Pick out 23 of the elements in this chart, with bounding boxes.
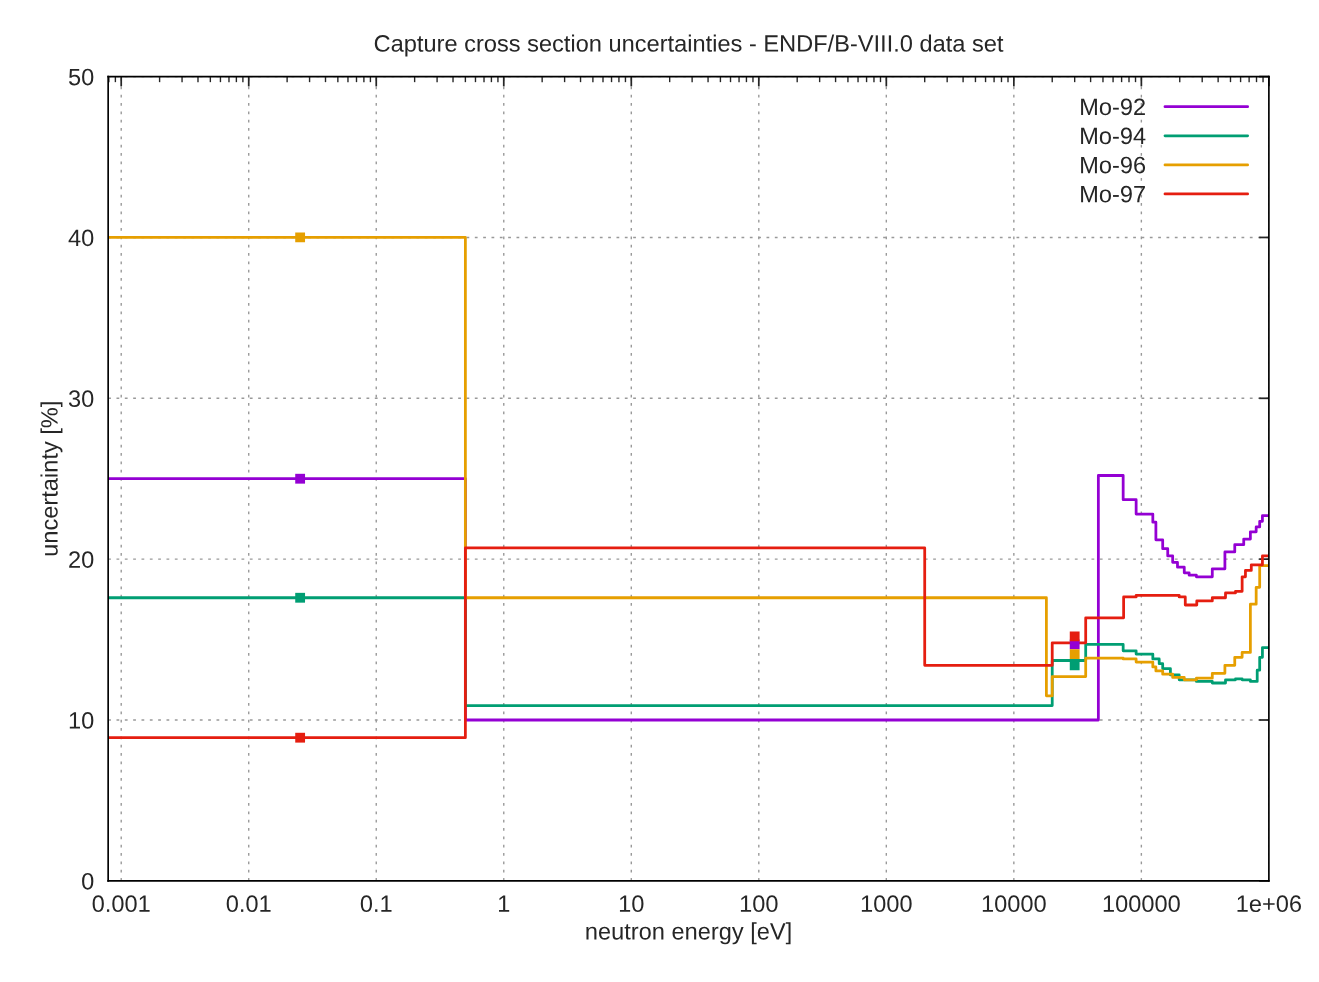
y-tick-label: 10 — [69, 712, 94, 729]
y-tick-label: 20 — [69, 551, 94, 568]
y-tick-label: 30 — [68, 390, 94, 408]
x-tick-label: 100 — [740, 895, 778, 913]
y-tick-label: 40 — [68, 229, 94, 247]
chart-title: Capture cross section uncertainties - ENDF/B-VIII.0 data set — [374, 34, 1004, 57]
x-tick-label: 100000 — [1103, 895, 1180, 913]
x-tick-label: 1e+06 — [1237, 895, 1301, 913]
y-tick-label: 0 — [82, 872, 94, 890]
y-axis-title: uncertainty [%] — [40, 402, 63, 556]
legend-label: Mo-96 — [1081, 156, 1146, 174]
x-tick-label: 10000 — [982, 895, 1046, 913]
legend-label: Mo-97 — [1081, 185, 1145, 203]
x-tick-label: 0.001 — [92, 895, 150, 913]
legend-label: Mo-92 — [1081, 98, 1145, 116]
legend-label: Mo-94 — [1081, 127, 1146, 145]
x-tick-label: 0.01 — [226, 895, 271, 913]
y-tick-label: 50 — [68, 68, 94, 86]
x-tick-label: 1000 — [861, 895, 912, 913]
x-tick-label: 0.1 — [360, 895, 392, 913]
x-tick-label: 10 — [619, 895, 644, 913]
x-tick-label: 1 — [499, 895, 510, 912]
x-axis-title: neutron energy [eV] — [586, 922, 791, 945]
